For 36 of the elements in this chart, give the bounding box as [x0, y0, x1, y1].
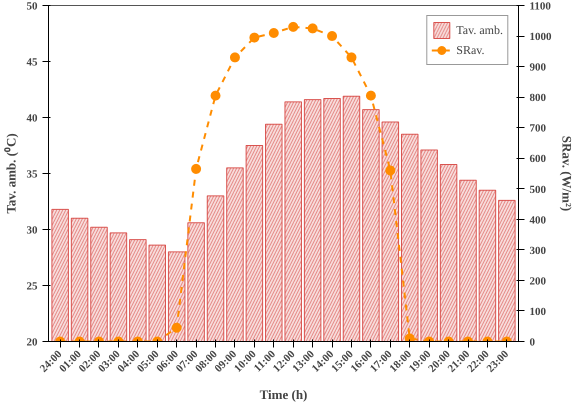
- y-tick-label: 30: [26, 224, 38, 236]
- y-tick-label: 45: [26, 56, 38, 68]
- point: [366, 90, 376, 101]
- y2-tick-label: 500: [530, 184, 546, 196]
- y-tick-label: 20: [26, 336, 38, 348]
- point: [230, 52, 240, 62]
- x-axis-title: Time (h): [260, 387, 308, 402]
- y-tick-label: 35: [26, 168, 38, 180]
- point: [346, 52, 356, 62]
- y2-tick-label: 700: [530, 122, 546, 135]
- y2-tick-label: 400: [530, 214, 546, 226]
- point: [308, 23, 318, 34]
- y2-tick-label: 200: [530, 275, 546, 288]
- y2-tick-label: 800: [530, 92, 546, 104]
- point: [327, 31, 338, 42]
- y2-tick-label: 1000: [530, 31, 552, 44]
- point: [288, 22, 298, 32]
- y2-tick-label: 100: [530, 306, 546, 318]
- y2-tick-label: 300: [530, 244, 546, 257]
- y-axis-title: Tav. amb. (⁰C): [4, 133, 18, 214]
- y-tick-label: 50: [26, 0, 38, 12]
- y2-tick-label: 1100: [530, 0, 552, 12]
- point: [191, 164, 202, 174]
- point: [404, 333, 415, 342]
- legend-label: SRav.: [456, 42, 485, 58]
- y-tick-label: 40: [26, 112, 38, 124]
- point: [249, 32, 260, 43]
- legend-label: Tav. amb.: [456, 22, 503, 38]
- point: [385, 165, 396, 176]
- y-tick-label: 25: [26, 280, 38, 292]
- y2-tick-label: 600: [530, 153, 546, 166]
- point: [210, 90, 221, 101]
- y2-axis-title: SRav. (W/m²): [560, 136, 574, 212]
- y2-tick-label: 900: [530, 62, 546, 74]
- y2-tick-label: 0: [530, 336, 536, 348]
- point: [268, 28, 279, 38]
